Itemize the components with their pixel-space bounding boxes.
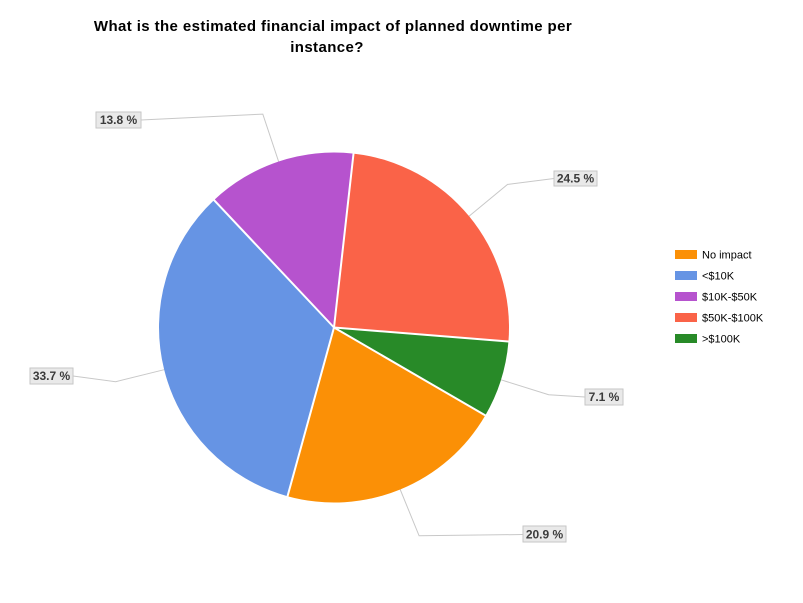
svg-text:20.9 %: 20.9 % <box>526 528 564 542</box>
svg-text:instance?: instance? <box>290 39 364 56</box>
svg-text:7.1 %: 7.1 % <box>589 390 620 404</box>
svg-text:24.5 %: 24.5 % <box>557 172 595 186</box>
svg-text:>$100K: >$100K <box>702 334 741 346</box>
svg-text:$50K-$100K: $50K-$100K <box>702 313 764 325</box>
svg-text:33.7 %: 33.7 % <box>33 369 71 383</box>
svg-text:<$10K: <$10K <box>702 271 735 283</box>
svg-text:$10K-$50K: $10K-$50K <box>702 292 758 304</box>
svg-text:No impact: No impact <box>702 250 752 262</box>
svg-text:13.8 %: 13.8 % <box>100 113 138 127</box>
svg-text:What is the estimated financia: What is the estimated financial impact o… <box>94 18 572 35</box>
